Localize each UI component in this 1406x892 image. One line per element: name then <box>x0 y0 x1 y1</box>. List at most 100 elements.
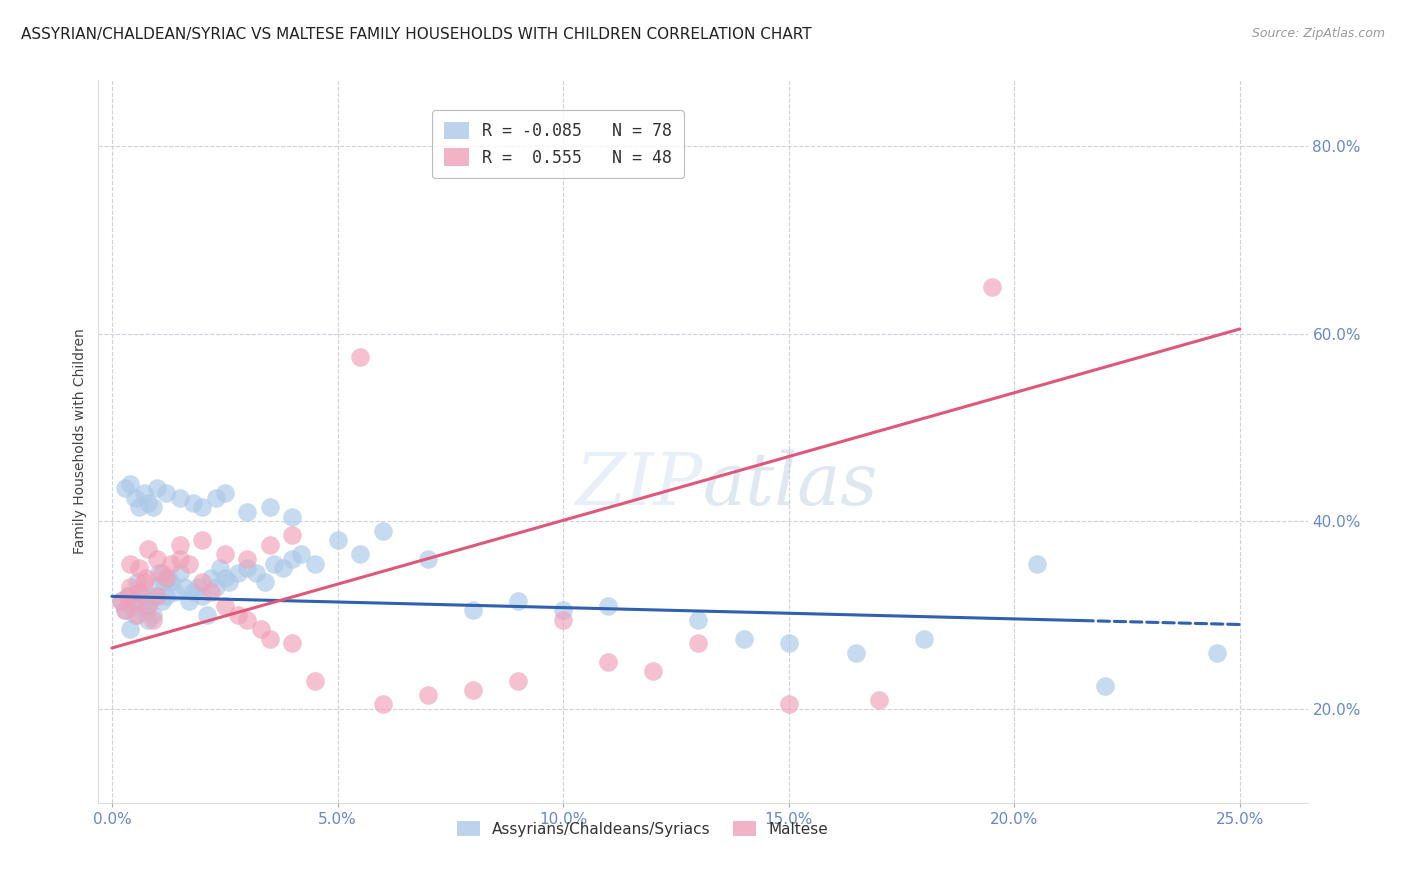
Point <box>598 655 620 669</box>
Point <box>688 613 710 627</box>
Point <box>155 486 177 500</box>
Point <box>281 509 304 524</box>
Point <box>136 599 159 613</box>
Point <box>142 608 165 623</box>
Point <box>177 557 200 571</box>
Point <box>214 571 236 585</box>
Point <box>290 547 312 561</box>
Y-axis label: Family Households with Children: Family Households with Children <box>73 328 87 555</box>
Point <box>461 603 484 617</box>
Point <box>181 495 204 509</box>
Point <box>236 505 259 519</box>
Point <box>139 594 162 608</box>
Text: atlas: atlas <box>703 450 879 520</box>
Point <box>195 608 218 623</box>
Point <box>128 561 150 575</box>
Point <box>128 500 150 515</box>
Point <box>259 632 281 646</box>
Point <box>114 603 136 617</box>
Point <box>191 590 214 604</box>
Point <box>135 571 157 585</box>
Point <box>150 566 173 580</box>
Point <box>553 613 575 627</box>
Point <box>128 584 150 599</box>
Point <box>688 636 710 650</box>
Point <box>146 551 169 566</box>
Point <box>153 575 176 590</box>
Point <box>281 551 304 566</box>
Point <box>129 599 152 613</box>
Point <box>114 482 136 496</box>
Point <box>155 571 177 585</box>
Point <box>1094 679 1116 693</box>
Point <box>187 580 209 594</box>
Point <box>132 575 155 590</box>
Point <box>1025 557 1047 571</box>
Point <box>259 538 281 552</box>
Point <box>173 580 195 594</box>
Point <box>349 350 371 364</box>
Point <box>371 698 394 712</box>
Point <box>155 590 177 604</box>
Point <box>236 561 259 575</box>
Point <box>845 646 868 660</box>
Point <box>259 500 281 515</box>
Point <box>506 594 529 608</box>
Point <box>214 599 236 613</box>
Point <box>165 584 187 599</box>
Legend: Assyrians/Chaldeans/Syriacs, Maltese: Assyrians/Chaldeans/Syriacs, Maltese <box>447 812 838 846</box>
Point <box>236 551 259 566</box>
Point <box>110 594 132 608</box>
Point <box>209 561 232 575</box>
Point <box>146 580 169 594</box>
Point <box>124 491 146 505</box>
Point <box>236 613 259 627</box>
Point <box>110 594 132 608</box>
Point <box>136 542 159 557</box>
Point <box>200 571 222 585</box>
Point <box>204 491 226 505</box>
Point <box>148 566 170 580</box>
Point <box>273 561 295 575</box>
Point <box>135 603 157 617</box>
Point <box>371 524 394 538</box>
Point <box>254 575 277 590</box>
Point <box>416 688 439 702</box>
Point <box>214 547 236 561</box>
Point <box>125 608 148 623</box>
Point <box>598 599 620 613</box>
Point <box>281 528 304 542</box>
Point <box>250 622 273 636</box>
Point <box>263 557 285 571</box>
Point <box>191 500 214 515</box>
Point <box>146 590 169 604</box>
Point <box>136 495 159 509</box>
Point <box>142 500 165 515</box>
Point <box>169 491 191 505</box>
Point <box>136 613 159 627</box>
Point <box>169 551 191 566</box>
Point <box>146 482 169 496</box>
Point <box>124 594 146 608</box>
Point <box>117 590 139 604</box>
Point <box>326 533 349 547</box>
Point <box>868 692 890 706</box>
Point <box>191 533 214 547</box>
Point <box>118 476 141 491</box>
Point <box>128 584 150 599</box>
Text: ASSYRIAN/CHALDEAN/SYRIAC VS MALTESE FAMILY HOUSEHOLDS WITH CHILDREN CORRELATION : ASSYRIAN/CHALDEAN/SYRIAC VS MALTESE FAMI… <box>21 27 811 42</box>
Point <box>461 683 484 698</box>
Text: ZIP: ZIP <box>575 450 703 520</box>
Point <box>150 594 173 608</box>
Point <box>281 636 304 650</box>
Point <box>218 575 240 590</box>
Point <box>304 673 326 688</box>
Point <box>159 575 181 590</box>
Point <box>125 575 148 590</box>
Point <box>181 584 204 599</box>
Point <box>118 557 141 571</box>
Point <box>506 673 529 688</box>
Point <box>132 486 155 500</box>
Point <box>980 279 1002 293</box>
Point <box>226 608 249 623</box>
